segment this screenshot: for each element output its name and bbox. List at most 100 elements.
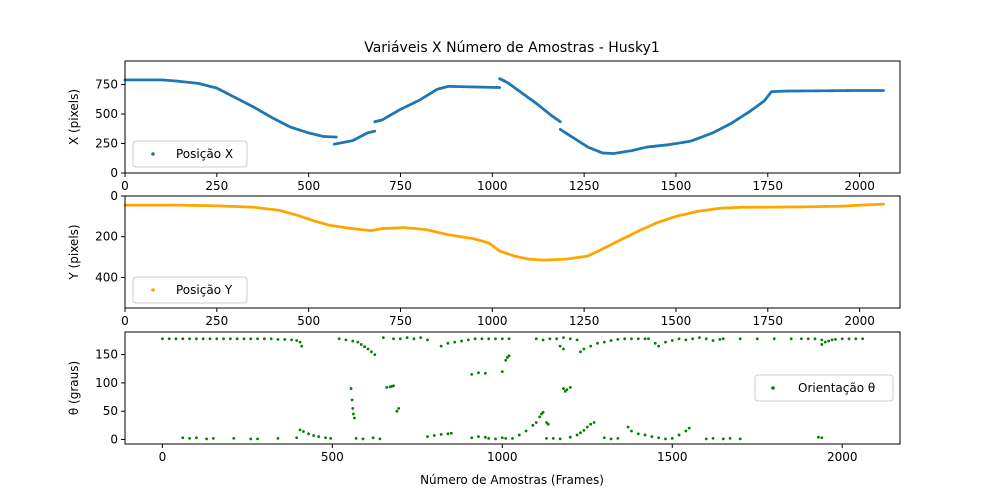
- orientation-data-point: [861, 337, 865, 341]
- orientation-data-point: [545, 421, 548, 424]
- orientation-data-point: [626, 425, 630, 429]
- orientation-data-point: [636, 337, 640, 341]
- orientation-axes-frame: [124, 331, 901, 445]
- orientation-legend-box: [754, 374, 894, 402]
- y-position-panel: 0 250 500 750 1000 1250 1500 1750 2000 0 200 400 Y…: [67, 189, 901, 328]
- orientation-panel: 0 500 1000 1500 2000 0 50 100 150 θ (graus) Núm…: [67, 331, 901, 487]
- y-position-points: [123, 202, 885, 262]
- orientation-data-point: [562, 336, 565, 340]
- y-position-y-tick: 400: [95, 270, 125, 284]
- orientation-x-ticks: 0 500 1000 1500 2000: [159, 444, 857, 464]
- orientation-data-point: [820, 436, 824, 440]
- orientation-data-point: [477, 371, 480, 375]
- x-position-x-tick: 1250: [569, 173, 599, 193]
- orientation-data-point: [548, 337, 552, 341]
- y-position-y-tick: 200: [95, 230, 125, 244]
- orientation-data-point: [670, 339, 674, 342]
- orientation-data-point: [772, 337, 776, 341]
- orientation-data-point: [800, 337, 803, 341]
- orientation-data-point: [500, 436, 504, 440]
- orientation-data-point: [647, 337, 650, 341]
- orientation-data-point: [589, 422, 593, 426]
- x-position-data-point: [373, 129, 377, 133]
- orientation-data-point: [546, 422, 550, 426]
- orientation-data-point: [211, 436, 215, 440]
- orientation-data-point: [242, 337, 246, 341]
- x-position-y-tick-label: 0: [110, 166, 118, 180]
- orientation-data-point: [487, 436, 491, 440]
- orientation-data-point: [426, 338, 429, 342]
- orientation-data-point: [609, 437, 613, 441]
- orientation-data-point: [361, 437, 365, 441]
- orientation-data-point: [483, 371, 487, 375]
- orientation-x-tick: 1000: [487, 444, 518, 464]
- orientation-data-point: [356, 340, 360, 344]
- orientation-data-point: [558, 437, 562, 441]
- orientation-data-point: [684, 429, 688, 433]
- x-position-y-tick: 750: [95, 78, 125, 92]
- orientation-data-point: [276, 436, 280, 440]
- orientation-data-point: [718, 337, 722, 341]
- y-position-x-tick: 2000: [844, 308, 875, 328]
- orientation-data-point: [524, 429, 528, 433]
- orientation-data-point: [545, 436, 548, 440]
- y-position-ylabel: Y (pixels): [67, 224, 81, 280]
- orientation-data-point: [677, 433, 681, 437]
- orientation-data-point: [385, 386, 389, 389]
- orientation-data-point: [585, 425, 589, 429]
- orientation-data-point: [307, 432, 310, 436]
- orientation-data-point: [249, 337, 253, 341]
- orientation-data-point: [813, 337, 817, 341]
- y-position-legend-box: [132, 276, 248, 304]
- orientation-y-tick-label: 150: [95, 348, 118, 362]
- x-position-x-tick: 1750: [752, 173, 783, 193]
- orientation-y-ticks: 0 50 100 150: [95, 348, 125, 446]
- orientation-data-point: [582, 347, 586, 351]
- y-position-y-ticks: 0 200 400: [95, 189, 125, 284]
- orientation-data-point: [789, 337, 793, 341]
- orientation-data-point: [249, 437, 253, 441]
- x-position-y-tick-label: 500: [95, 107, 118, 121]
- orientation-data-point: [329, 436, 333, 440]
- orientation-data-point: [194, 337, 198, 341]
- orientation-data-point: [397, 406, 401, 410]
- orientation-data-point: [657, 436, 661, 440]
- orientation-data-point: [817, 435, 820, 439]
- orientation-data-point: [228, 337, 232, 341]
- orientation-data-point: [596, 341, 599, 345]
- orientation-data-point: [616, 436, 620, 440]
- orientation-data-point: [854, 337, 858, 341]
- orientation-data-point: [643, 337, 647, 341]
- orientation-data-point: [582, 429, 586, 432]
- orientation-data-point: [541, 410, 545, 414]
- x-position-x-tick-label: 250: [205, 179, 228, 193]
- orientation-y-tick: 0: [110, 432, 125, 446]
- y-position-x-ticks: 0 250 500 750 1000 1250 1500 1750 2000: [121, 308, 875, 328]
- orientation-data-point: [276, 337, 280, 341]
- orientation-data-point: [721, 437, 725, 441]
- orientation-data-point: [366, 347, 370, 351]
- orientation-ylabel: θ (graus): [67, 361, 81, 415]
- x-position-x-tick: 250: [205, 173, 228, 193]
- orientation-data-point: [174, 337, 178, 341]
- orientation-data-point: [477, 435, 480, 439]
- orientation-data-point: [432, 434, 436, 437]
- orientation-x-tick: 2000: [827, 444, 857, 464]
- orientation-data-point: [201, 337, 205, 341]
- x-position-x-tick: 1000: [477, 173, 508, 193]
- orientation-data-point: [324, 436, 327, 440]
- orientation-y-tick-label: 0: [110, 432, 118, 446]
- orientation-data-point: [317, 435, 321, 439]
- orientation-data-point: [551, 436, 555, 440]
- orientation-data-point: [353, 416, 356, 420]
- orientation-data-point: [494, 437, 497, 441]
- x-position-panel: 0 250 500 750 1000 1250 1500 1750 2000 0 250 500 75…: [67, 60, 901, 193]
- orientation-data-point: [188, 436, 191, 440]
- orientation-data-point: [568, 386, 572, 389]
- y-position-y-tick-label: 0: [110, 189, 118, 203]
- orientation-data-point: [558, 344, 562, 348]
- orientation-data-point: [623, 337, 627, 341]
- y-position-x-tick: 1500: [661, 308, 691, 328]
- x-position-data-point: [882, 89, 885, 92]
